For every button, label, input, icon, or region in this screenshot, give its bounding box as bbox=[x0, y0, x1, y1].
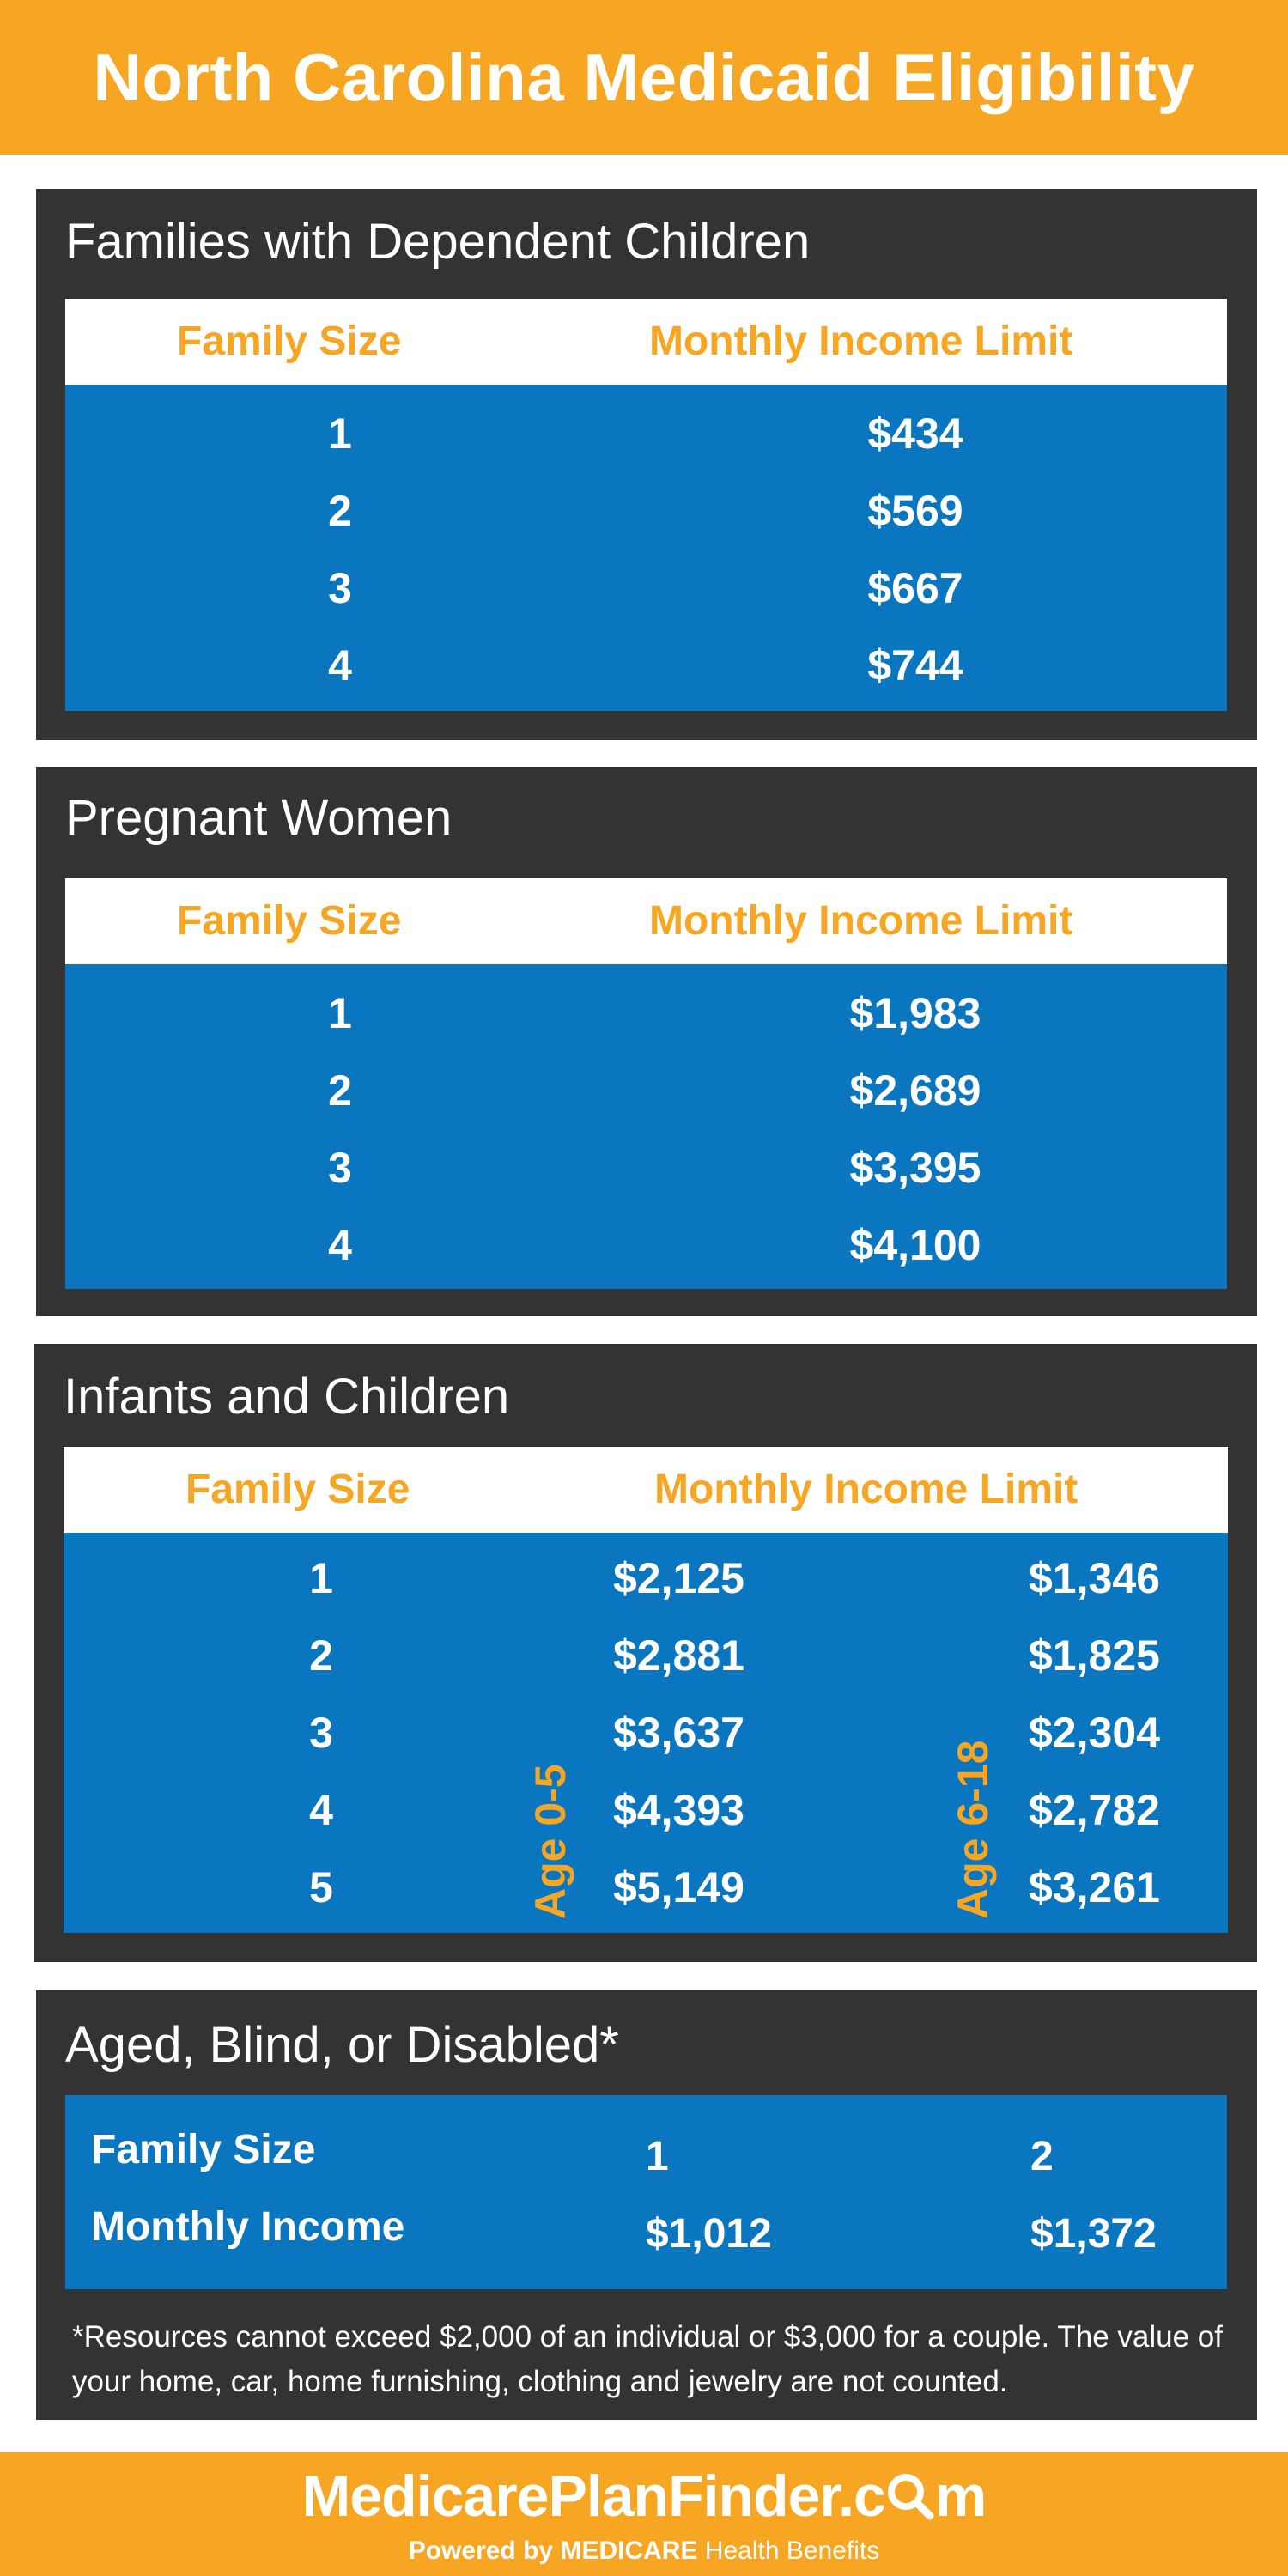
family-size-cell: 1 bbox=[328, 989, 352, 1037]
table-row: 4 $4,393 $2,782 bbox=[64, 1771, 1228, 1849]
family-size-cell: 3 bbox=[328, 1144, 352, 1192]
page-title: North Carolina Medicaid Eligibility bbox=[93, 39, 1195, 115]
families-section: Families with Dependent Children Family … bbox=[36, 189, 1257, 740]
income-age-6-18-cell: $1,825 bbox=[1029, 1631, 1160, 1680]
infants-table-header: Family Size Monthly Income Limit bbox=[64, 1447, 1228, 1533]
pregnant-table-body: 1 $1,983 2 $2,689 3 $3,395 4 $4,100 bbox=[65, 964, 1227, 1289]
powered-suffix: Health Benefits bbox=[704, 2537, 880, 2565]
pregnant-table-header: Family Size Monthly Income Limit bbox=[65, 878, 1227, 964]
header-banner: North Carolina Medicaid Eligibility bbox=[0, 0, 1288, 155]
infants-col-income-limit: Monthly Income Limit bbox=[654, 1467, 1078, 1512]
family-size-cell: 3 bbox=[328, 564, 352, 612]
families-table-body: 1 $434 2 $569 3 $667 4 $744 bbox=[65, 385, 1227, 711]
table-row: 4 $4,100 bbox=[65, 1206, 1227, 1284]
table-row: 1 $2,125 $1,346 bbox=[64, 1540, 1228, 1617]
aged-family-size-1: 1 bbox=[646, 2134, 669, 2179]
families-col-income-limit: Monthly Income Limit bbox=[649, 319, 1073, 364]
table-row: 3 $667 bbox=[65, 550, 1227, 627]
aged-family-size-label: Family Size bbox=[91, 2127, 316, 2172]
income-cell: $434 bbox=[867, 410, 963, 458]
income-age-6-18-cell: $3,261 bbox=[1029, 1863, 1160, 1911]
brand-logo: MedicarePlanFinder.c m bbox=[0, 2463, 1288, 2530]
family-size-cell: 5 bbox=[309, 1863, 333, 1911]
income-age-0-5-cell: $3,637 bbox=[613, 1709, 744, 1757]
aged-title: Aged, Blind, or Disabled* bbox=[65, 2017, 619, 2073]
family-size-cell: 2 bbox=[328, 487, 352, 535]
income-age-6-18-cell: $2,782 bbox=[1029, 1786, 1160, 1834]
table-row: 2 $2,689 bbox=[65, 1052, 1227, 1129]
income-age-0-5-cell: $2,125 bbox=[613, 1554, 744, 1602]
powered-prefix: Powered by bbox=[408, 2537, 554, 2565]
families-table-header: Family Size Monthly Income Limit bbox=[65, 299, 1227, 385]
income-cell: $744 bbox=[867, 641, 963, 690]
magnifier-icon bbox=[885, 2463, 935, 2530]
income-cell: $3,395 bbox=[849, 1144, 981, 1192]
pregnant-col-family-size: Family Size bbox=[177, 898, 402, 944]
income-cell: $2,689 bbox=[849, 1066, 981, 1115]
aged-table: Family Size 1 2 Monthly Income $1,012 $1… bbox=[65, 2095, 1227, 2289]
families-title: Families with Dependent Children bbox=[65, 214, 811, 270]
age-0-5-label: Age 0-5 bbox=[526, 1764, 574, 1919]
family-size-cell: 4 bbox=[328, 1221, 352, 1269]
infants-section: Infants and Children Family Size Monthly… bbox=[34, 1344, 1257, 1962]
brand-logo-tail: m bbox=[934, 2464, 987, 2529]
family-size-cell: 2 bbox=[309, 1631, 333, 1680]
families-col-family-size: Family Size bbox=[177, 319, 402, 364]
table-row: 4 $744 bbox=[65, 627, 1227, 704]
income-age-6-18-cell: $1,346 bbox=[1029, 1554, 1160, 1602]
aged-monthly-income-label: Monthly Income bbox=[91, 2204, 405, 2250]
table-row: 2 $2,881 $1,825 bbox=[64, 1617, 1228, 1694]
income-cell: $4,100 bbox=[849, 1221, 981, 1269]
aged-blind-disabled-section: Aged, Blind, or Disabled* Family Size 1 … bbox=[36, 1990, 1257, 2420]
age-6-18-label: Age 6-18 bbox=[949, 1740, 997, 1919]
income-cell: $569 bbox=[867, 487, 963, 535]
pregnant-col-income-limit: Monthly Income Limit bbox=[649, 898, 1073, 944]
pregnant-title: Pregnant Women bbox=[65, 790, 453, 846]
footer: MedicarePlanFinder.c m Powered by MEDICAR… bbox=[0, 2452, 1288, 2576]
income-age-0-5-cell: $4,393 bbox=[613, 1786, 744, 1834]
aged-family-size-2: 2 bbox=[1030, 2134, 1054, 2179]
table-row: 5 $5,149 $3,261 bbox=[64, 1849, 1228, 1926]
family-size-cell: 2 bbox=[328, 1066, 352, 1115]
family-size-cell: 4 bbox=[309, 1786, 333, 1834]
income-age-6-18-cell: $2,304 bbox=[1029, 1709, 1160, 1757]
income-cell: $667 bbox=[867, 564, 963, 612]
family-size-cell: 4 bbox=[328, 641, 352, 690]
income-cell: $1,983 bbox=[849, 989, 981, 1037]
resources-footnote: *Resources cannot exceed $2,000 of an in… bbox=[72, 2320, 1223, 2398]
table-row: 3 $3,395 bbox=[65, 1129, 1227, 1206]
family-size-cell: 1 bbox=[328, 410, 352, 458]
powered-by: Powered by MEDICARE Health Benefits bbox=[0, 2537, 1288, 2566]
infants-title: Infants and Children bbox=[64, 1369, 510, 1425]
table-row: 1 $1,983 bbox=[65, 975, 1227, 1052]
brand-logo-text: MedicarePlanFinder.c bbox=[301, 2464, 886, 2529]
infants-col-family-size: Family Size bbox=[185, 1467, 410, 1512]
table-row: 2 $569 bbox=[65, 472, 1227, 550]
family-size-cell: 3 bbox=[309, 1709, 333, 1757]
income-age-0-5-cell: $5,149 bbox=[613, 1863, 744, 1911]
infants-table-body: 1 $2,125 $1,346 2 $2,881 $1,825 3 $3,637… bbox=[64, 1533, 1228, 1933]
aged-income-1: $1,012 bbox=[646, 2211, 772, 2257]
table-row: 3 $3,637 $2,304 bbox=[64, 1694, 1228, 1771]
income-age-0-5-cell: $2,881 bbox=[613, 1631, 744, 1680]
powered-brand: MEDICARE bbox=[560, 2537, 698, 2565]
aged-income-2: $1,372 bbox=[1030, 2211, 1157, 2257]
table-row: 1 $434 bbox=[65, 395, 1227, 472]
family-size-cell: 1 bbox=[309, 1554, 333, 1602]
pregnant-section: Pregnant Women Family Size Monthly Incom… bbox=[36, 767, 1257, 1316]
